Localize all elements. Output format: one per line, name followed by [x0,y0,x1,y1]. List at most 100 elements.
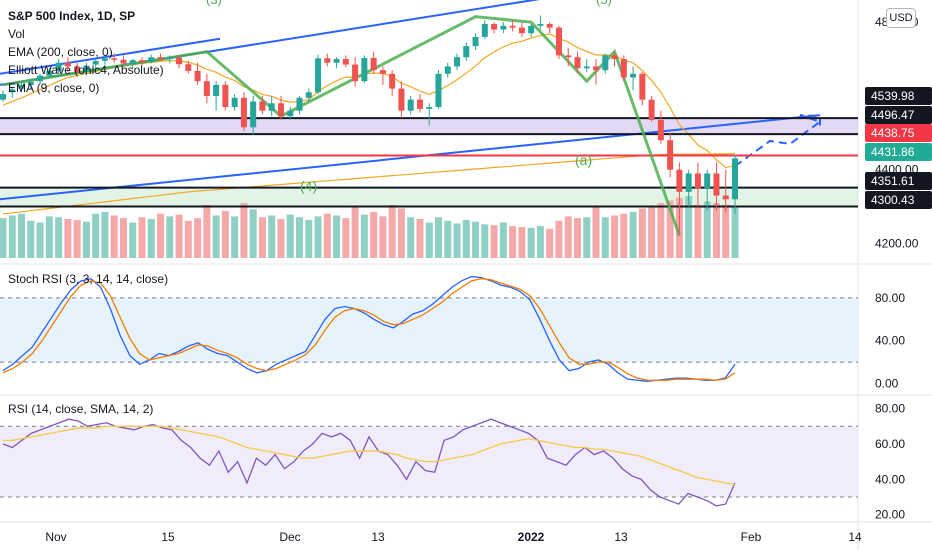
candle-body [83,65,90,72]
candle [416,94,423,113]
volume-bar [296,217,304,258]
wave-label: (3) [206,0,222,7]
volume-bar [157,213,165,258]
volume-bar [731,206,739,258]
candle-body [55,62,62,71]
volume-bar [425,222,433,258]
y-tick-label: 0.00 [875,376,899,390]
candle-body [694,173,701,189]
candle [611,51,618,67]
candle-body [259,101,266,111]
candle-body [157,57,164,60]
candle-body [537,23,544,26]
candle [120,55,127,67]
volume-bar [629,211,637,258]
currency-button[interactable]: USD [886,8,916,28]
volume-bar [490,225,498,258]
candle [352,57,359,87]
volume-bar [194,218,202,258]
volume-bar [703,201,711,258]
candle-body [583,66,590,69]
candle-body [648,99,655,120]
stoch-rsi-title[interactable]: Stoch RSI (3, 3, 14, 14, close) [8,272,169,286]
candle [602,53,609,74]
indicator-ema200[interactable]: EMA (200, close, 0) [8,45,113,59]
candle-body [593,66,600,71]
candle [203,73,210,104]
candle [389,70,396,96]
y-tick-label: 40.00 [875,334,905,348]
volume-bar [203,204,211,258]
volume-bar [379,216,387,258]
price-level-label: 4351.61 [871,174,915,188]
candle [37,73,44,85]
candle-body [732,158,738,200]
volume-bar [592,206,600,258]
volume-bar [722,204,730,258]
candle [222,81,229,111]
candle-body [639,73,646,100]
candle [537,15,544,30]
x-tick-label: 13 [371,530,385,544]
projection-path [734,114,823,167]
candle-body [315,58,322,93]
volume-bar [268,215,276,258]
candle-body [101,58,108,61]
volume-bar [564,216,572,258]
volume-bar [546,228,554,258]
candle [463,42,470,61]
candle [333,57,340,69]
candle [46,68,53,79]
price-level-tag [865,191,932,209]
candle [111,53,118,63]
candle-body [129,60,136,64]
candle [481,20,488,39]
candle-body [407,99,414,111]
candle [315,54,322,95]
candle [713,162,720,211]
x-tick-label: Dec [279,530,300,544]
x-tick-label: 2022 [518,530,545,544]
candle [342,55,349,68]
volume-bar [0,218,7,258]
indicator-vol[interactable]: Vol [8,27,25,41]
candle [500,22,507,34]
volume-bar [666,200,674,258]
candle-body [426,107,433,109]
x-tick-label: 15 [161,530,175,544]
volume-bar [407,217,415,258]
candle [676,162,683,236]
volume-bar [342,218,350,258]
candle-body [46,70,53,76]
wave-label: (a) [575,152,592,168]
candle [268,95,275,117]
candle-body [185,64,192,71]
candle [138,57,145,66]
indicator-ema9[interactable]: EMA (9, close, 0) [8,81,100,95]
volume-bar [249,209,257,258]
indicator-elliott-wave[interactable]: Elliott Wave (ohlc4, Absolute) [8,63,164,77]
volume-bar [212,215,220,258]
candle-body [324,58,331,63]
candle-body [231,97,238,108]
candle [435,70,442,109]
candle [722,169,729,213]
rsi-title[interactable]: RSI (14, close, SMA, 14, 2) [8,402,154,416]
volume-bar [481,224,489,258]
candle [639,71,646,106]
candle [379,66,386,85]
candle-body [287,110,294,117]
volume-bar [184,220,192,258]
volume-bar [305,219,313,258]
price-level-tag [865,106,932,124]
volume-bar [231,216,239,258]
candle-body [722,195,729,200]
candle-body [194,70,201,82]
candle [407,95,414,115]
candle-body [138,60,145,62]
candle-body [389,73,396,89]
volume-bar [82,221,90,258]
candle-body [120,59,127,64]
support-zone [0,187,858,207]
